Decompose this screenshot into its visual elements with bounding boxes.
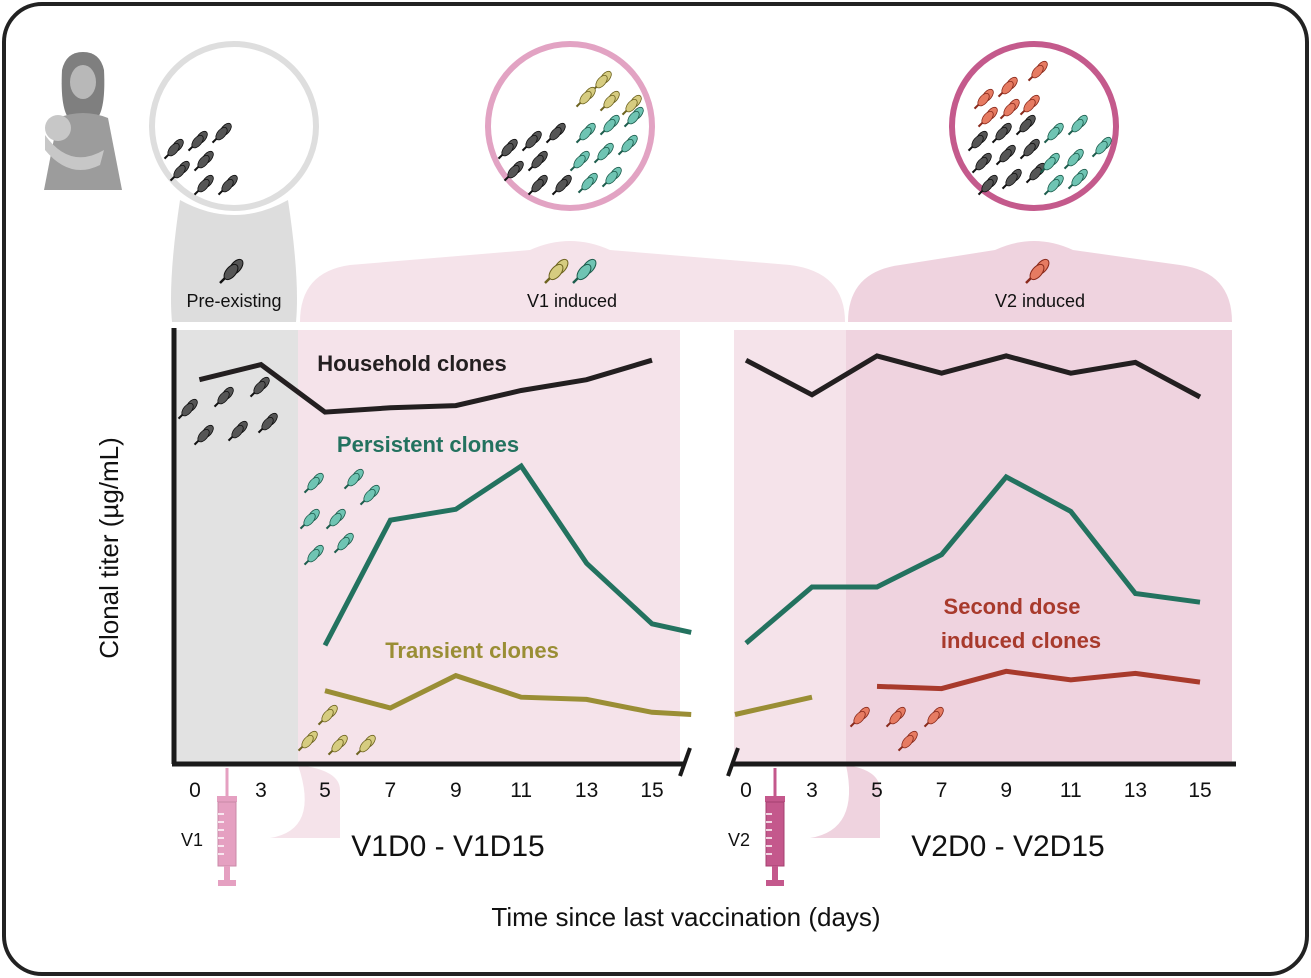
axis-break-icon [678,747,740,777]
series-line-persistent-clones-panel-2 [744,473,1201,646]
v2-period-tail [810,765,880,838]
x-tick-label-panel-2: 15 [1188,779,1211,802]
pre-existing-repertoire-circle [149,41,319,211]
series-line-household-clones-panel-1 [198,357,653,415]
pre-existing-label: Pre-existing [186,291,281,311]
pre-existing-region [174,330,298,762]
x-tick-label-panel-2: 13 [1124,779,1147,802]
pre-existing-funnel [171,200,297,322]
x-axis-title: Time since last vaccination (days) [491,902,880,932]
period-1-label: V1D0 - V1D15 [351,830,544,863]
v1-syringe-icon [217,768,237,886]
v1-vaccination-label: V1 [181,830,203,850]
series-layer [198,353,1202,717]
series-line-second-dose-induced-clones-panel-2 [876,668,1201,692]
series-line-persistent-clones-panel-1 [322,462,692,647]
v1-period-tail [270,765,340,838]
x-tick-label-panel-2: 0 [740,779,752,802]
series-line-transient-clones-panel-2 [734,694,813,717]
second-dose-label-line1: Second dose [944,594,1081,619]
x-tick-label-panel-1: 5 [319,779,331,802]
x-tick-label-panel-1: 7 [385,779,397,802]
x-tick-label-panel-1: 15 [640,779,663,802]
v1-funnel [300,241,845,322]
x-tick-label-panel-1: 9 [450,779,462,802]
v2-induced-region [846,330,1232,762]
x-tick-label-panel-2: 9 [1000,779,1012,802]
v2-induced-label: V2 induced [995,291,1085,311]
series-line-household-clones-panel-2 [744,353,1202,400]
household-clones-label: Household clones [317,351,506,376]
x-tick-label-panel-1: 13 [575,779,598,802]
x-tick-label-panel-2: 11 [1060,779,1082,802]
transient-clones-label: Transient clones [385,638,559,663]
v1-repertoire-circle [485,41,655,211]
x-tick-label-panel-2: 7 [936,779,948,802]
v2-syringe-icon [765,768,785,886]
x-tick-label-panel-2: 5 [871,779,883,802]
x-tick-label-panel-1: 3 [255,779,267,802]
v2-repertoire-circle [949,41,1119,211]
v1-region [298,330,680,762]
v1-induced-label: V1 induced [527,291,617,311]
mother-with-baby-icon [44,52,122,190]
second-dose-label-line2: induced clones [941,628,1101,653]
v2-vaccination-label: V2 [728,830,750,850]
persistent-clones-label: Persistent clones [337,432,519,457]
v2-funnel [848,241,1232,322]
x-tick-label-panel-1: 0 [189,779,201,802]
series-line-transient-clones-panel-1 [324,672,692,717]
x-tick-label-panel-1: 11 [510,779,532,802]
x-tick-label-panel-2: 3 [806,779,818,802]
tick-layer: 0 3 5 7 9 11 13 15 0 3 5 7 9 11 13 15 [189,779,1212,802]
period-2-label: V2D0 - V2D15 [911,830,1104,863]
y-axis-title: Clonal titer (µg/mL) [94,437,124,659]
v2-early-region [734,330,846,762]
